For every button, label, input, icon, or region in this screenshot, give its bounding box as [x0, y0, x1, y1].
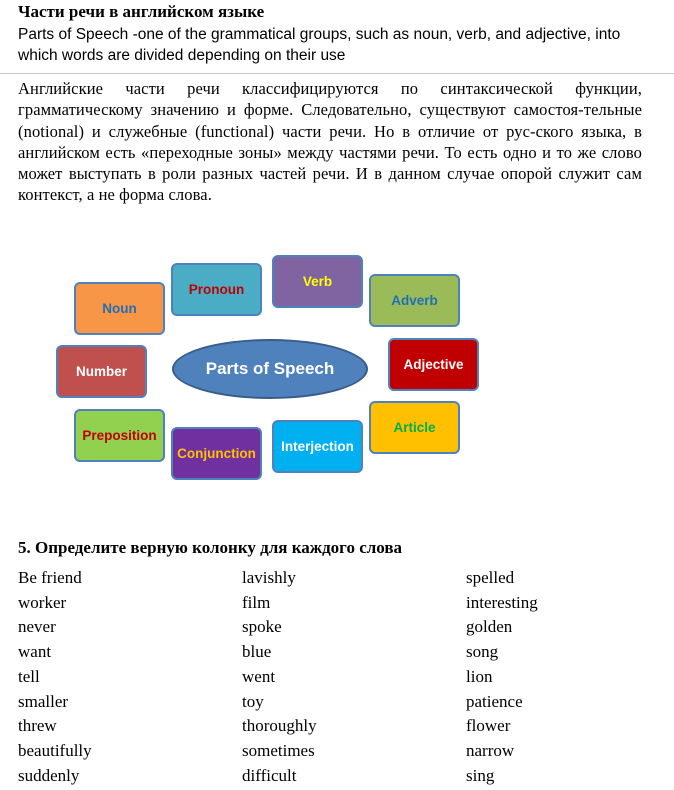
word-column: Be friend worker never want tell smaller… [18, 566, 92, 788]
word-item: never [18, 617, 56, 637]
word-item: want [18, 642, 52, 662]
diagram-node: Article [369, 401, 460, 454]
subtitle-definition: Parts of Speech -one of the grammatical … [18, 26, 621, 64]
word-item: thoroughly [242, 716, 317, 736]
diagram-node-label: Pronoun [188, 282, 245, 297]
word-item: sometimes [242, 740, 315, 760]
divider [0, 73, 674, 74]
diagram-node-label: Article [393, 420, 436, 435]
word-column: lavishly film spoke blue went toy thorou… [242, 566, 317, 788]
task-title: 5. Определите верную колонку для каждого… [18, 538, 403, 557]
word-item: film [242, 592, 271, 612]
diagram-center: Parts of Speech [172, 339, 368, 399]
word-item: interesting [466, 592, 538, 612]
word-item: smaller [18, 691, 69, 711]
word-item: suddenly [18, 765, 80, 785]
word-item: toy [242, 691, 264, 711]
diagram-node: Adverb [369, 274, 460, 327]
word-item: narrow [466, 740, 515, 760]
word-item: lion [466, 666, 493, 686]
word-item: patience [466, 691, 523, 711]
diagram-node-label: Verb [302, 274, 333, 289]
diagram-node: Number [56, 345, 147, 398]
diagram-center-label: Parts of Speech [205, 359, 335, 378]
word-item: difficult [242, 765, 297, 785]
word-item: threw [18, 716, 57, 736]
word-item: lavishly [242, 568, 296, 587]
word-column: spelled interesting golden song lion pat… [466, 566, 538, 788]
diagram-node-label: Adverb [391, 293, 438, 308]
page-title: Части речи в английском языке [18, 2, 265, 21]
diagram-node: Verb [272, 255, 363, 308]
diagram-node-label: Interjection [281, 439, 354, 454]
diagram-node-label: Preposition [82, 428, 157, 443]
word-item: blue [242, 642, 272, 662]
parts-of-speech-diagram: Parts of Speech Noun Pronoun Verb Adverb… [0, 240, 674, 490]
diagram-node: Interjection [272, 420, 363, 473]
word-item: Be friend [18, 568, 82, 587]
diagram-node: Preposition [74, 409, 165, 462]
word-item: flower [466, 716, 511, 736]
word-item: song [466, 642, 499, 662]
word-item: golden [466, 617, 513, 637]
word-item: tell [18, 666, 40, 686]
word-item: went [242, 666, 276, 686]
diagram-node: Adjective [388, 338, 479, 391]
diagram-node-label: Conjunction [177, 446, 256, 461]
word-item: spoke [242, 617, 282, 637]
word-item: beautifully [18, 740, 92, 760]
diagram-node: Conjunction [171, 427, 262, 480]
word-item: spelled [466, 568, 515, 587]
diagram-node: Noun [74, 282, 165, 335]
diagram-node-label: Noun [102, 301, 137, 316]
intro-paragraph: Английские части речи классифицируются п… [18, 79, 642, 205]
diagram-node: Pronoun [171, 263, 262, 316]
word-item: worker [18, 592, 67, 612]
diagram-node-label: Adjective [403, 357, 464, 372]
word-item: sing [466, 765, 495, 785]
diagram-node-label: Number [75, 364, 127, 379]
